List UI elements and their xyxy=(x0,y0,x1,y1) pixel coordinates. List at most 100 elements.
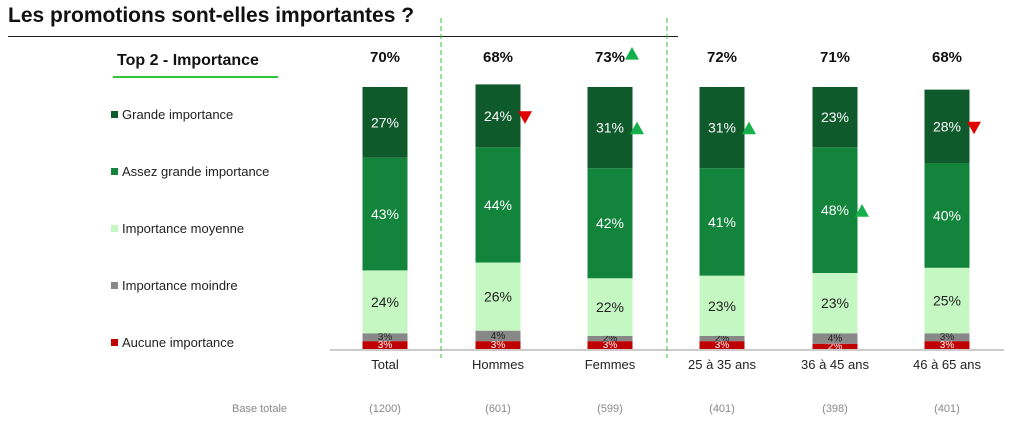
data-label: 4% xyxy=(828,334,843,345)
bar-segment-assez xyxy=(812,147,858,274)
bar-segment-moyenne xyxy=(812,273,858,334)
data-label: 3% xyxy=(603,340,618,351)
bar-segment-assez xyxy=(475,147,521,263)
data-label: 23% xyxy=(821,295,849,311)
significance-up-icon xyxy=(630,121,644,135)
top2-value-label: 68% xyxy=(483,49,513,66)
data-label: 3% xyxy=(378,340,393,351)
legend-label: Aucune importance xyxy=(122,335,235,350)
data-label: 22% xyxy=(596,299,624,315)
data-label: 3% xyxy=(715,340,730,351)
data-label: 4% xyxy=(491,331,506,342)
base-size-label: (1200) xyxy=(369,403,401,415)
legend-swatch xyxy=(111,111,118,118)
data-label: 31% xyxy=(596,120,624,136)
legend-label: Assez grande importance xyxy=(122,164,270,179)
bar-segment-assez xyxy=(587,168,633,279)
significance-down-icon xyxy=(967,121,981,135)
significance-up-icon xyxy=(742,121,756,135)
data-label: 3% xyxy=(940,340,955,351)
data-label: 40% xyxy=(933,207,961,223)
top2-subtitle: Top 2 - Importance xyxy=(117,52,259,69)
data-label: 2% xyxy=(715,334,730,345)
bar-segment-aucune xyxy=(699,341,745,349)
data-label: 2% xyxy=(603,334,618,345)
legend-swatch xyxy=(111,282,118,289)
top2-value-label: 70% xyxy=(370,49,400,66)
data-label: 31% xyxy=(708,120,736,136)
title-underline xyxy=(8,36,678,37)
bar-segment-moyenne xyxy=(924,267,970,334)
bar-segment-aucune xyxy=(362,341,408,349)
bar-segment-grande xyxy=(587,87,633,169)
bar-segment-aucune xyxy=(924,341,970,349)
bar-segment-grande xyxy=(699,87,745,169)
data-label: 48% xyxy=(821,202,849,218)
top2-underline xyxy=(113,76,278,78)
bar-segment-moindre xyxy=(924,333,970,342)
legend-item-grande: Grande importance xyxy=(111,107,233,122)
legend-swatch xyxy=(111,339,118,346)
bar-segment-assez xyxy=(362,157,408,271)
bar-segment-moindre xyxy=(475,330,521,342)
bar-segment-grande xyxy=(362,87,408,158)
base-caption: Base totale xyxy=(232,403,287,415)
bar-segment-moindre xyxy=(362,333,408,342)
top2-value-label: 68% xyxy=(932,49,962,66)
base-size-label: (599) xyxy=(597,403,623,415)
data-label: 24% xyxy=(484,108,512,124)
bar-segment-assez xyxy=(924,162,970,268)
bar-segment-moindre xyxy=(587,335,633,342)
data-label: 2% xyxy=(828,341,843,352)
bar-segment-grande xyxy=(475,84,521,148)
legend-item-moindre: Importance moindre xyxy=(111,278,238,293)
bar-segment-grande xyxy=(812,87,858,148)
bar-segment-aucune xyxy=(475,341,521,349)
data-label: 27% xyxy=(371,114,399,130)
top2-value-label: 72% xyxy=(707,49,737,66)
data-label: 3% xyxy=(378,332,393,343)
data-label: 44% xyxy=(484,197,512,213)
data-label: 43% xyxy=(371,206,399,222)
bar-segment-grande xyxy=(924,89,970,163)
data-label: 23% xyxy=(708,298,736,314)
legend-item-assez: Assez grande importance xyxy=(111,164,269,179)
legend-swatch xyxy=(111,168,118,175)
data-label: 28% xyxy=(933,118,961,134)
bar-segment-aucune xyxy=(587,341,633,349)
bar-segment-aucune xyxy=(812,343,858,349)
significance-up-icon xyxy=(625,47,639,60)
legend-label: Importance moindre xyxy=(122,278,238,293)
legend-item-moyenne: Importance moyenne xyxy=(111,221,244,236)
legend-swatch xyxy=(111,225,118,232)
x-tick-label: Femmes xyxy=(585,357,636,372)
bar-segment-moyenne xyxy=(475,262,521,331)
legend-item-aucune: Aucune importance xyxy=(111,335,234,350)
x-tick-label: Hommes xyxy=(472,357,525,372)
significance-up-icon xyxy=(855,204,869,217)
bar-segment-moindre xyxy=(699,335,745,342)
data-label: 42% xyxy=(596,215,624,231)
bar-segment-moyenne xyxy=(699,275,745,336)
bar-segment-moindre xyxy=(812,333,858,344)
chart-title: Les promotions sont-elles importantes ? xyxy=(8,4,415,27)
legend-label: Grande importance xyxy=(122,107,234,122)
base-size-label: (401) xyxy=(709,403,735,415)
data-label: 3% xyxy=(491,340,506,351)
top2-value-label: 73% xyxy=(595,49,625,66)
data-label: 26% xyxy=(484,289,512,305)
x-tick-label: 46 à 65 ans xyxy=(913,357,981,372)
x-tick-label: Total xyxy=(371,357,399,372)
data-label: 23% xyxy=(821,109,849,125)
bar-segment-moyenne xyxy=(587,278,633,336)
data-label: 25% xyxy=(933,293,961,309)
base-size-label: (398) xyxy=(822,403,848,415)
x-tick-label: 36 à 45 ans xyxy=(801,357,869,372)
data-label: 41% xyxy=(708,214,736,230)
bar-segment-assez xyxy=(699,168,745,276)
x-tick-label: 25 à 35 ans xyxy=(688,357,756,372)
base-size-label: (601) xyxy=(485,403,511,415)
legend-label: Importance moyenne xyxy=(122,221,245,236)
bar-segment-moyenne xyxy=(362,270,408,334)
